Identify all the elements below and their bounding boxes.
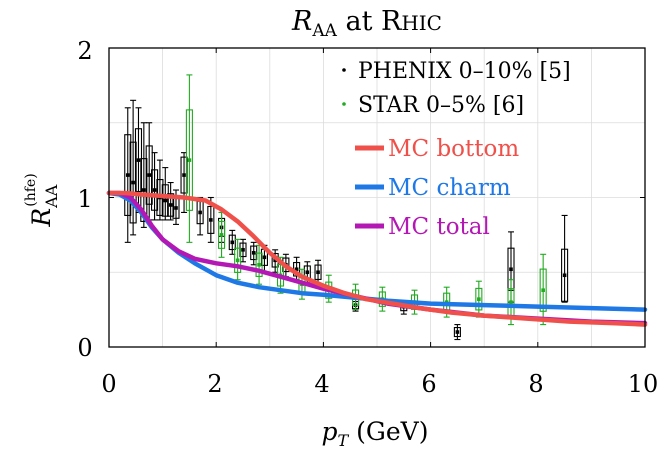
data-point-phenix <box>198 210 202 215</box>
data-point-star <box>187 158 192 162</box>
systematic-box-phenix <box>151 169 159 211</box>
x-tick-label: 4 <box>314 370 329 398</box>
data-point-star <box>541 288 545 292</box>
data-point-phenix <box>163 198 168 203</box>
systematic-box-star <box>255 252 263 277</box>
systematic-box-phenix <box>239 242 247 258</box>
data-point-phenix <box>131 180 135 185</box>
x-tick-label: 8 <box>528 370 543 398</box>
y-tick-label: 2 <box>77 37 92 65</box>
data-point-phenix <box>562 273 567 278</box>
systematic-box-phenix <box>228 234 236 251</box>
systematic-box-phenix <box>134 128 143 193</box>
curve-mc-bottom <box>106 190 648 327</box>
data-point-star <box>509 300 513 304</box>
data-point-star <box>257 262 261 267</box>
data-point-phenix <box>230 240 235 245</box>
data-point-phenix <box>152 188 157 192</box>
x-tick-label: 0 <box>101 370 116 398</box>
x-tick-label: 2 <box>207 370 222 398</box>
y-tick-label: 0 <box>77 334 92 362</box>
data-point-phenix <box>316 270 320 275</box>
systematic-box-star <box>218 220 226 249</box>
data-point-phenix <box>294 267 299 272</box>
data-point-phenix <box>209 218 213 222</box>
systematic-box-phenix <box>453 327 461 338</box>
data-point-phenix <box>125 173 130 177</box>
data-point-star <box>235 258 240 263</box>
systematic-box-phenix <box>124 134 132 216</box>
x-axis-label: pT (GeV) <box>322 417 429 450</box>
systematic-box-phenix <box>207 205 215 234</box>
systematic-box-phenix <box>140 158 148 222</box>
legend-label-bottom: MC bottom <box>388 136 519 162</box>
systematic-box-phenix <box>161 184 169 217</box>
data-point-phenix <box>455 330 460 334</box>
systematic-box-star <box>185 109 193 211</box>
data-point-phenix <box>147 173 151 177</box>
systematic-box-star <box>234 247 242 273</box>
legend-label-charm: MC charm <box>388 175 511 201</box>
legend: PHENIX 0–10% [5] STAR 0–5% [6] MC bottom… <box>342 59 571 240</box>
legend-label-star: STAR 0–5% [6] <box>358 93 524 118</box>
axis-ticks <box>108 47 646 348</box>
y-tick-label: 1 <box>77 185 92 213</box>
x-tick-label: 10 <box>628 370 659 398</box>
data-point-phenix <box>273 258 277 263</box>
systematic-box-phenix <box>180 156 188 194</box>
data-point-phenix <box>168 203 173 207</box>
chart-title: RAA at RHIC <box>291 6 442 41</box>
data-point-phenix <box>142 188 146 192</box>
y-axis-label: RAA(hfe) <box>23 173 61 227</box>
data-point-star <box>219 233 224 237</box>
systematic-box-phenix <box>167 193 175 217</box>
systematic-box-star <box>539 268 547 312</box>
data-point-phenix <box>174 206 178 210</box>
data-point-phenix <box>136 158 141 162</box>
data-point-phenix <box>262 255 267 260</box>
plot-area <box>106 74 648 341</box>
legend-label-total: MC total <box>388 214 490 240</box>
systematic-box-phenix <box>129 141 137 224</box>
data-point-phenix <box>251 251 256 255</box>
systematic-box-phenix <box>314 264 322 280</box>
systematic-box-phenix <box>145 145 153 205</box>
legend-marker-star <box>342 102 346 106</box>
legend-label-phenix: PHENIX 0–10% [5] <box>358 59 571 84</box>
legend-marker-phenix <box>342 68 346 72</box>
data-point-phenix <box>241 248 245 252</box>
data-point-star <box>477 297 481 301</box>
x-tick-label: 6 <box>421 370 436 398</box>
systematic-box-phenix <box>561 248 569 302</box>
systematic-box-star <box>475 287 483 311</box>
data-point-phenix <box>182 173 186 177</box>
data-point-phenix <box>509 267 513 272</box>
data-point-phenix <box>305 270 310 275</box>
